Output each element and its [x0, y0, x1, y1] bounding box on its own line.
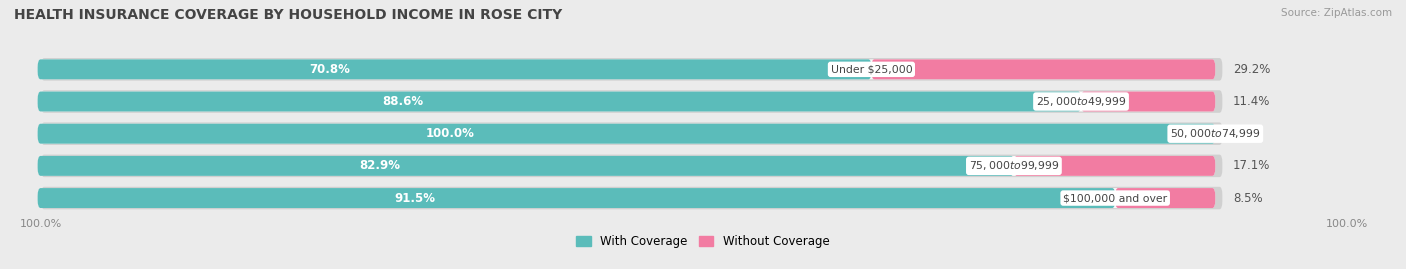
FancyBboxPatch shape [1014, 156, 1215, 176]
Legend: With Coverage, Without Coverage: With Coverage, Without Coverage [572, 230, 834, 253]
Text: 29.2%: 29.2% [1233, 63, 1271, 76]
FancyBboxPatch shape [38, 59, 872, 79]
FancyBboxPatch shape [872, 59, 1215, 79]
FancyBboxPatch shape [41, 58, 1222, 81]
Text: Source: ZipAtlas.com: Source: ZipAtlas.com [1281, 8, 1392, 18]
FancyBboxPatch shape [38, 188, 1115, 208]
FancyBboxPatch shape [38, 188, 1215, 208]
Text: 17.1%: 17.1% [1233, 159, 1271, 172]
Text: 100.0%: 100.0% [426, 127, 474, 140]
FancyBboxPatch shape [38, 91, 1081, 111]
Text: $50,000 to $74,999: $50,000 to $74,999 [1170, 127, 1260, 140]
Text: Under $25,000: Under $25,000 [831, 64, 912, 74]
FancyBboxPatch shape [1115, 188, 1215, 208]
Text: 88.6%: 88.6% [382, 95, 423, 108]
Text: 11.4%: 11.4% [1233, 95, 1271, 108]
Text: 8.5%: 8.5% [1233, 192, 1263, 204]
Text: HEALTH INSURANCE COVERAGE BY HOUSEHOLD INCOME IN ROSE CITY: HEALTH INSURANCE COVERAGE BY HOUSEHOLD I… [14, 8, 562, 22]
Text: 0.0%: 0.0% [1233, 127, 1263, 140]
FancyBboxPatch shape [41, 122, 1222, 145]
FancyBboxPatch shape [38, 59, 1215, 79]
FancyBboxPatch shape [38, 156, 1215, 176]
FancyBboxPatch shape [41, 90, 1222, 113]
Text: 100.0%: 100.0% [1326, 219, 1368, 229]
Text: $100,000 and over: $100,000 and over [1063, 193, 1167, 203]
Text: 70.8%: 70.8% [309, 63, 350, 76]
Text: 100.0%: 100.0% [20, 219, 62, 229]
Text: 82.9%: 82.9% [359, 159, 399, 172]
FancyBboxPatch shape [1081, 91, 1215, 111]
Text: $25,000 to $49,999: $25,000 to $49,999 [1036, 95, 1126, 108]
FancyBboxPatch shape [38, 124, 1215, 144]
Text: 91.5%: 91.5% [394, 192, 436, 204]
FancyBboxPatch shape [41, 187, 1222, 209]
Text: $75,000 to $99,999: $75,000 to $99,999 [969, 159, 1059, 172]
FancyBboxPatch shape [41, 155, 1222, 177]
FancyBboxPatch shape [38, 91, 1215, 111]
FancyBboxPatch shape [38, 124, 1215, 144]
FancyBboxPatch shape [38, 156, 1014, 176]
